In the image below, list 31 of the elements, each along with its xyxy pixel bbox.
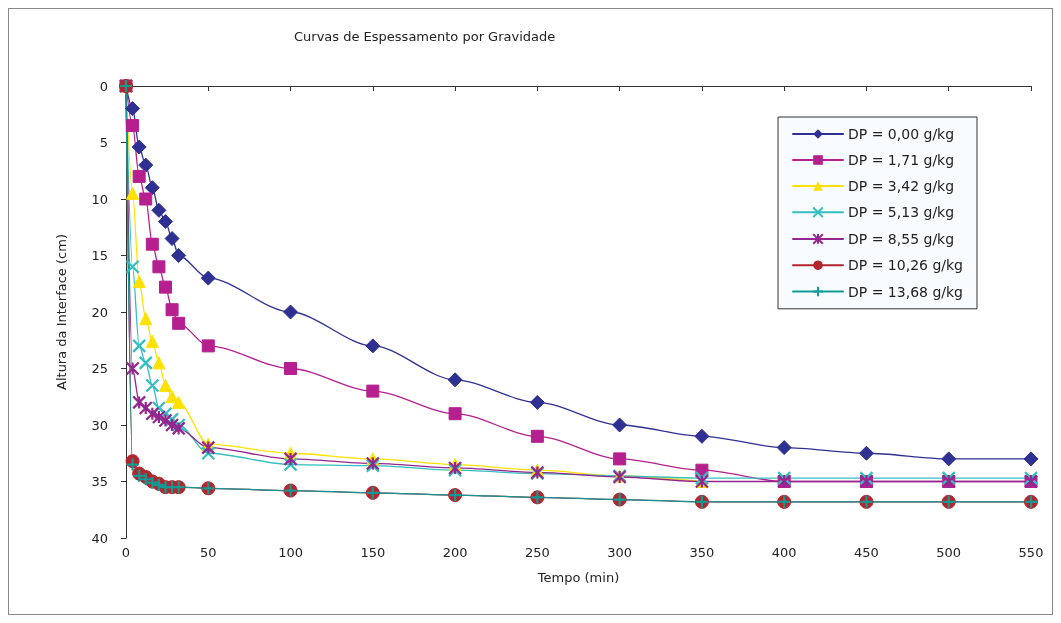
y-tick-label: 0 — [99, 78, 108, 94]
legend-label: DP = 1,71 g/kg — [848, 152, 955, 168]
y-tick-label: 20 — [91, 304, 108, 320]
x-tick-label: 350 — [689, 545, 715, 560]
x-tick-label: 500 — [936, 545, 962, 560]
y-tick-label: 25 — [91, 361, 108, 376]
legend-label: DP = 10,26 g/kg — [848, 257, 963, 274]
x-tick-label: 200 — [442, 545, 468, 560]
y-tick-label: 15 — [91, 248, 108, 263]
legend-label: DP = 0,00 g/kg — [848, 126, 955, 142]
x-tick-label: 150 — [360, 545, 386, 560]
x-tick-label: 400 — [771, 545, 797, 560]
legend-label: DP = 13,68 g/kg — [848, 283, 963, 300]
x-axis-title: Tempo (min) — [536, 570, 620, 585]
y-tick-label: 35 — [91, 474, 108, 489]
x-tick-label: 100 — [278, 545, 303, 560]
y-axis-title: Altura da Interface (cm) — [54, 234, 69, 390]
legend-label: DP = 5,13 g/kg — [848, 204, 955, 221]
x-tick-label: 50 — [200, 545, 217, 560]
legend-label: DP = 3,42 g/kg — [848, 178, 955, 194]
y-tick-label: 10 — [91, 191, 108, 207]
y-tick-label: 5 — [99, 135, 108, 150]
legend-label: DP = 8,55 g/kg — [848, 230, 955, 247]
x-tick-label: 250 — [524, 545, 550, 560]
x-tick-label: 0 — [121, 545, 131, 560]
chart-title: Curvas de Espessamento por Gravidade — [294, 29, 556, 44]
x-tick-label: 550 — [1018, 545, 1044, 560]
y-tick-label: 40 — [91, 530, 108, 546]
x-tick-label: 300 — [607, 545, 633, 560]
x-tick-label: 450 — [854, 545, 879, 560]
y-tick-label: 30 — [91, 417, 108, 433]
